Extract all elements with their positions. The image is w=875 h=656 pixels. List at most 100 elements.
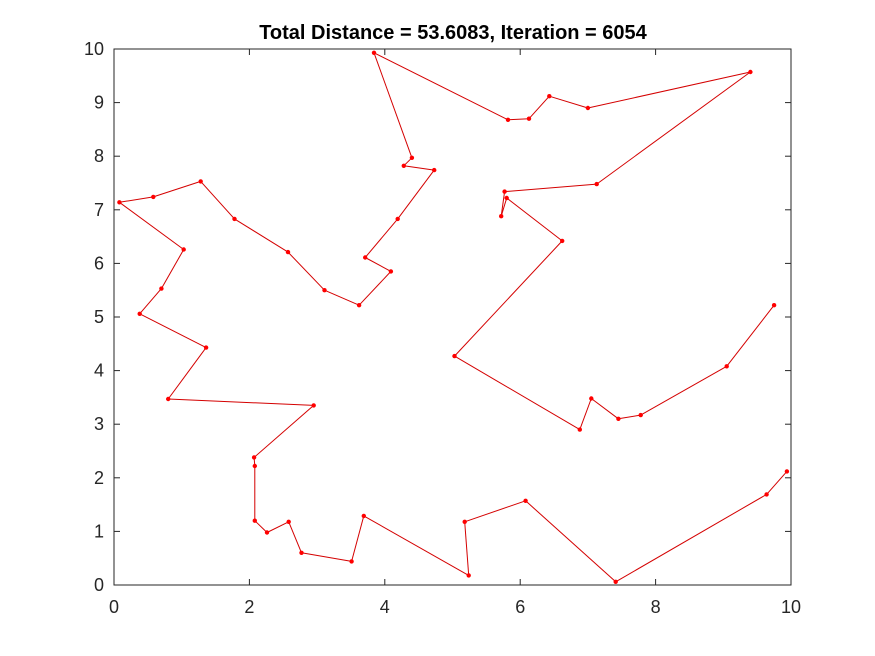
city-point (616, 416, 621, 421)
y-tick-label: 9 (94, 93, 104, 113)
city-point (151, 194, 156, 200)
route-segment (507, 118, 530, 121)
city-point (203, 345, 209, 350)
x-tick-label: 6 (515, 597, 525, 617)
route-segment (139, 313, 207, 349)
route-segment (364, 218, 399, 258)
route-segment (596, 71, 751, 185)
city-point (166, 396, 171, 402)
y-tick-label: 1 (94, 521, 104, 541)
city-point (401, 163, 406, 168)
route-segment (528, 95, 550, 120)
x-tick-label: 2 (244, 597, 254, 617)
city-point (198, 179, 203, 184)
city-point (547, 94, 552, 99)
city-points (117, 50, 790, 584)
y-tick-label: 5 (94, 307, 104, 327)
route-segment (454, 240, 563, 357)
route-segment (363, 515, 469, 576)
route-segment (454, 355, 581, 431)
route-segment (153, 180, 201, 198)
city-point (251, 455, 257, 460)
route-segment (119, 196, 154, 203)
route-segment (579, 398, 592, 430)
y-tick-label: 0 (94, 575, 104, 595)
city-point (299, 550, 304, 555)
city-point (594, 181, 599, 187)
city-point (264, 530, 270, 535)
city-point (117, 200, 122, 205)
route-segment (168, 398, 314, 406)
x-tick-label: 8 (651, 597, 661, 617)
route-segment (253, 405, 315, 458)
route-segment (766, 471, 788, 495)
route-segment (500, 191, 506, 217)
city-point (771, 303, 777, 308)
route-segment (464, 500, 526, 523)
city-point (462, 519, 467, 524)
route-segment (397, 169, 435, 220)
city-point (349, 559, 354, 564)
route-segment (324, 289, 360, 306)
route-segment (726, 304, 775, 367)
y-tick-label: 8 (94, 146, 104, 166)
city-point (452, 353, 457, 359)
city-point (311, 403, 316, 408)
axis-ticks: 0 2 4 6 8 10 0 1 2 3 4 5 6 7 8 9 10 (84, 39, 801, 617)
city-point (784, 469, 790, 474)
y-tick-label: 7 (94, 200, 104, 220)
route-segment (587, 71, 751, 109)
city-point (466, 573, 471, 578)
city-point (502, 189, 507, 194)
route-segment (640, 365, 727, 416)
route-segment (591, 398, 619, 420)
route-segment (364, 257, 392, 272)
y-tick-label: 2 (94, 468, 104, 488)
route-segment (351, 515, 365, 562)
chart-title: Total Distance = 53.6083, Iteration = 60… (259, 22, 647, 44)
route-segment (266, 521, 289, 533)
route-segment (254, 520, 268, 533)
tour-route (119, 52, 788, 583)
route-segment (525, 500, 617, 583)
city-point (523, 498, 528, 503)
city-point (137, 311, 142, 316)
city-point (252, 463, 257, 469)
route-segment (287, 251, 325, 291)
y-tick-label: 10 (84, 39, 104, 59)
route-segment (373, 52, 509, 121)
city-point (363, 255, 368, 260)
city-point (589, 396, 594, 401)
city-point (560, 238, 565, 244)
city-point (286, 519, 291, 524)
y-tick-label: 3 (94, 414, 104, 434)
city-point (613, 579, 618, 584)
route-segment (288, 521, 302, 553)
y-tick-label: 4 (94, 361, 104, 381)
route-segment (358, 271, 392, 306)
city-point (409, 155, 415, 160)
city-point (322, 288, 327, 293)
city-point (356, 303, 362, 308)
route-segment (200, 181, 235, 220)
route-segment (167, 347, 207, 400)
city-point (395, 216, 400, 222)
city-point (526, 116, 532, 121)
city-point (724, 364, 729, 369)
city-point (505, 117, 511, 123)
city-point (232, 216, 237, 222)
city-point (285, 249, 291, 255)
route-segment (139, 288, 162, 315)
route-segment (506, 197, 563, 242)
city-point (748, 69, 753, 75)
route-segment (160, 249, 185, 289)
city-point (577, 427, 582, 432)
x-tick-label: 4 (380, 597, 390, 617)
city-point (499, 214, 504, 219)
city-point (181, 247, 186, 252)
x-tick-label: 0 (109, 597, 119, 617)
route-segment (234, 218, 289, 253)
route-segment (504, 183, 597, 193)
route-segment (618, 414, 641, 420)
